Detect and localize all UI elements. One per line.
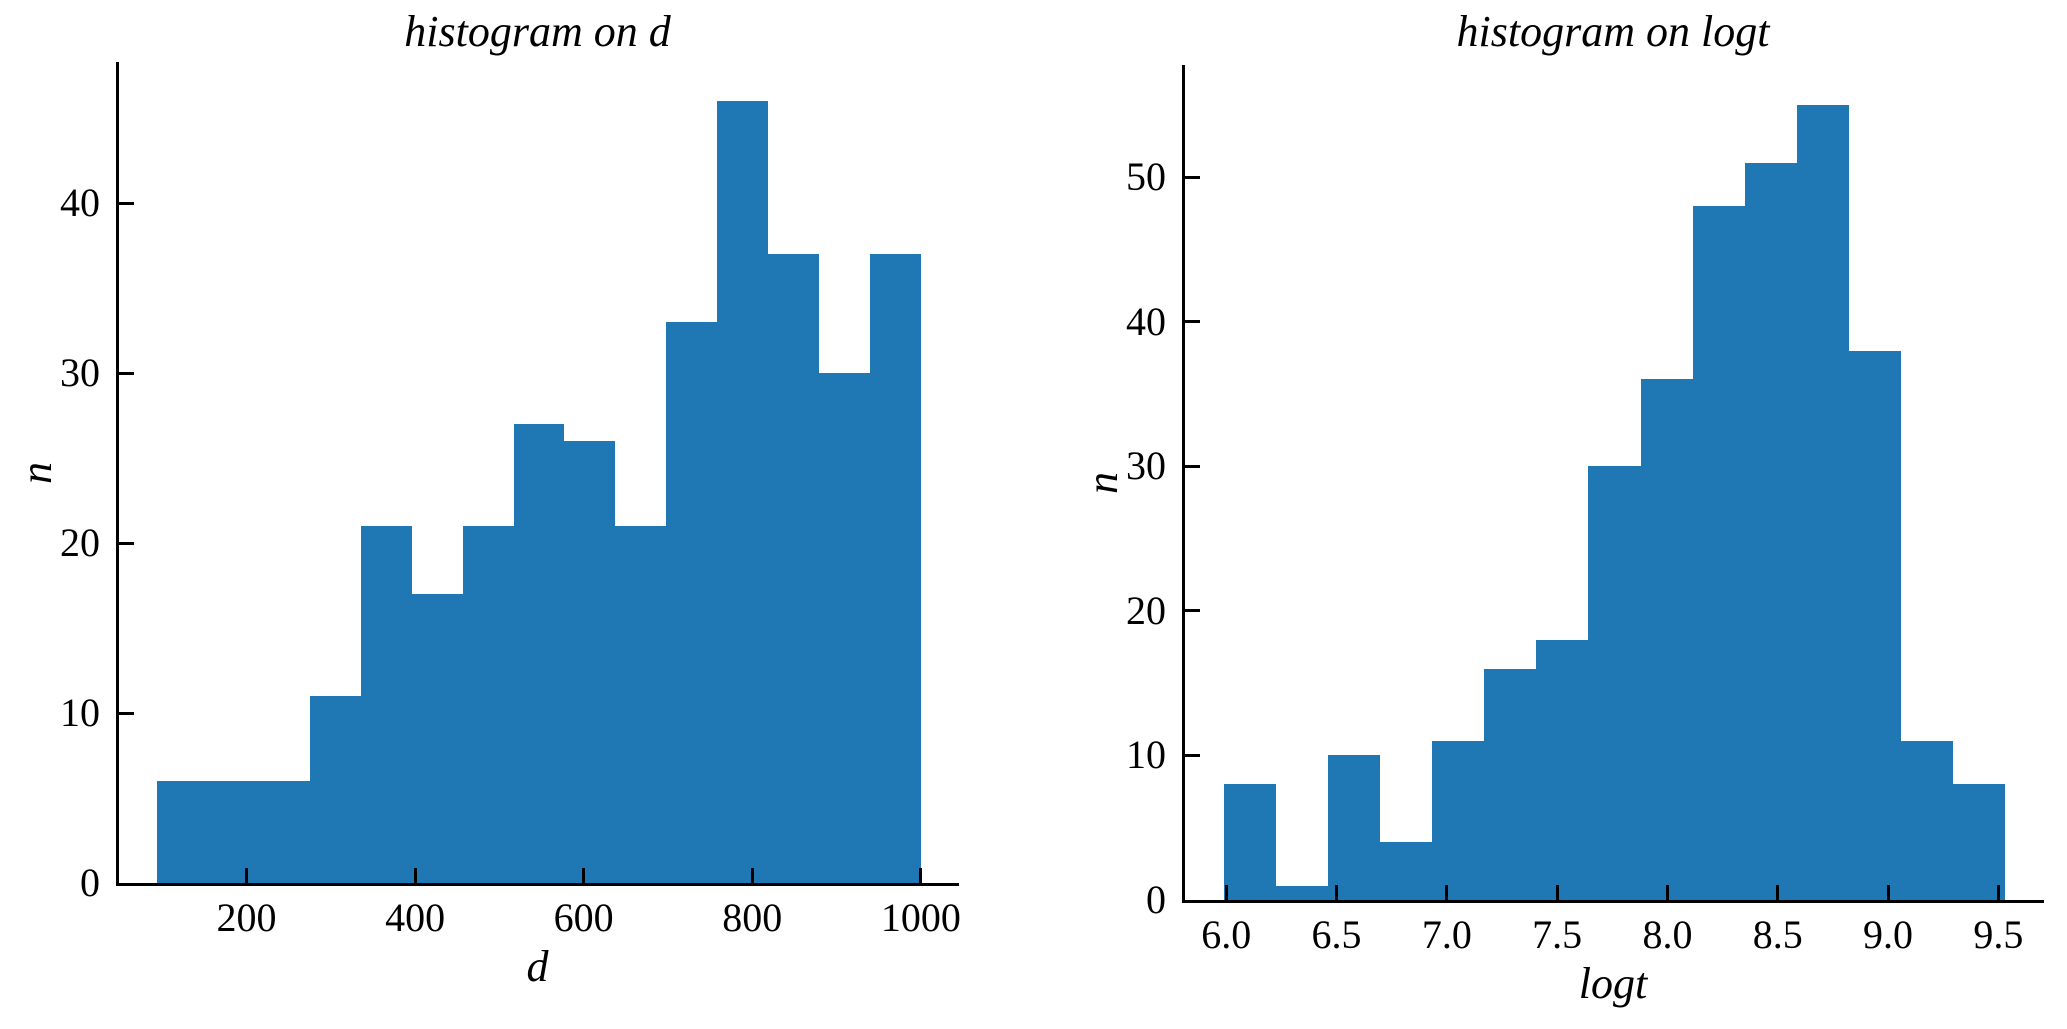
histogram-bar xyxy=(513,424,565,883)
chart-title: histogram on logt xyxy=(1456,7,1770,56)
y-tick-label: 0 xyxy=(80,860,100,905)
histogram-bar xyxy=(1900,740,1953,900)
x-tick-label: 8.5 xyxy=(1752,912,1803,957)
y-tick-label: 40 xyxy=(1126,298,1166,344)
y-tick-label: 30 xyxy=(60,350,100,396)
x-tick-label: 7.0 xyxy=(1421,912,1472,957)
histogram-bar xyxy=(411,594,463,883)
y-tick-label: 50 xyxy=(1126,154,1166,200)
x-tick-label: 800 xyxy=(722,895,783,940)
histogram-bar xyxy=(1588,466,1641,900)
histogram-bar xyxy=(259,781,310,883)
x-tick xyxy=(1776,885,1780,900)
histogram-bar xyxy=(157,781,209,883)
y-axis-label: n xyxy=(1078,471,1127,494)
histogram-bar xyxy=(1796,104,1849,900)
y-tick xyxy=(119,371,134,375)
y-tick xyxy=(119,541,134,545)
y-tick xyxy=(1185,175,1200,179)
x-tick-label: 8.0 xyxy=(1642,912,1693,957)
x-tick-label: 9.5 xyxy=(1973,912,2024,957)
histogram-bar xyxy=(1952,784,2005,900)
y-tick xyxy=(119,201,134,205)
y-tick-label: 0 xyxy=(1146,877,1166,922)
x-tick xyxy=(1445,885,1449,900)
x-tick-label: 7.5 xyxy=(1532,912,1583,957)
histogram-bar xyxy=(360,526,412,883)
x-tick-label: 600 xyxy=(553,895,614,940)
y-axis-spine xyxy=(116,62,119,886)
histogram-bar xyxy=(462,526,514,883)
y-axis-label: n xyxy=(12,461,61,484)
y-tick-label: 10 xyxy=(60,690,100,736)
histogram-bar xyxy=(1640,379,1693,900)
y-tick-label: 30 xyxy=(1126,443,1166,489)
y-tick-label: 20 xyxy=(60,520,100,566)
histogram-bar xyxy=(1432,740,1485,900)
histogram-bar xyxy=(768,254,819,883)
chart-title: histogram on d xyxy=(404,7,671,56)
x-tick xyxy=(1665,885,1669,900)
x-tick-label: 6.5 xyxy=(1311,912,1362,957)
x-tick-label: 6.0 xyxy=(1201,912,1252,957)
x-axis-label: logt xyxy=(1578,959,1648,1008)
histogram-bar xyxy=(1328,755,1381,900)
x-tick-label: 400 xyxy=(385,895,446,940)
histogram-bar xyxy=(1744,162,1797,900)
y-tick-label: 10 xyxy=(1126,732,1166,778)
x-tick xyxy=(1886,885,1890,900)
y-tick-label: 20 xyxy=(1126,587,1166,633)
histogram-bar xyxy=(1536,639,1589,900)
x-tick xyxy=(1335,885,1339,900)
histogram-bar xyxy=(1224,784,1277,900)
x-tick-label: 1000 xyxy=(880,895,961,940)
y-tick xyxy=(1185,753,1200,757)
x-tick xyxy=(1996,885,2000,900)
x-tick xyxy=(413,868,417,883)
histogram-bar xyxy=(208,781,259,883)
x-axis-spine xyxy=(116,883,959,886)
histogram-bar xyxy=(1692,205,1745,900)
x-tick xyxy=(919,868,923,883)
y-tick xyxy=(1185,464,1200,468)
histogram-bar xyxy=(1380,842,1433,900)
histogram-bar xyxy=(615,526,667,883)
histogram-bar xyxy=(717,101,769,883)
x-tick xyxy=(1224,885,1228,900)
y-tick xyxy=(1185,320,1200,324)
x-tick-label: 9.0 xyxy=(1863,912,1914,957)
x-tick xyxy=(1555,885,1559,900)
histogram-bar xyxy=(1484,668,1537,900)
histogram-bar xyxy=(1276,885,1329,900)
x-tick xyxy=(245,868,249,883)
y-tick xyxy=(1185,609,1200,613)
histogram-bar xyxy=(666,322,718,883)
x-tick xyxy=(750,868,754,883)
histogram-bar xyxy=(309,696,361,883)
histogram-bar xyxy=(564,441,616,883)
x-tick-label: 200 xyxy=(216,895,277,940)
y-tick-label: 40 xyxy=(60,180,100,226)
y-axis-spine xyxy=(1182,65,1185,903)
histogram-bar xyxy=(1848,350,1901,900)
y-tick xyxy=(119,711,134,715)
x-axis-spine xyxy=(1182,900,2044,903)
x-tick xyxy=(582,868,586,883)
x-axis-label: d xyxy=(526,942,549,991)
histogram-bar xyxy=(819,373,870,883)
histogram-bar xyxy=(869,254,921,883)
